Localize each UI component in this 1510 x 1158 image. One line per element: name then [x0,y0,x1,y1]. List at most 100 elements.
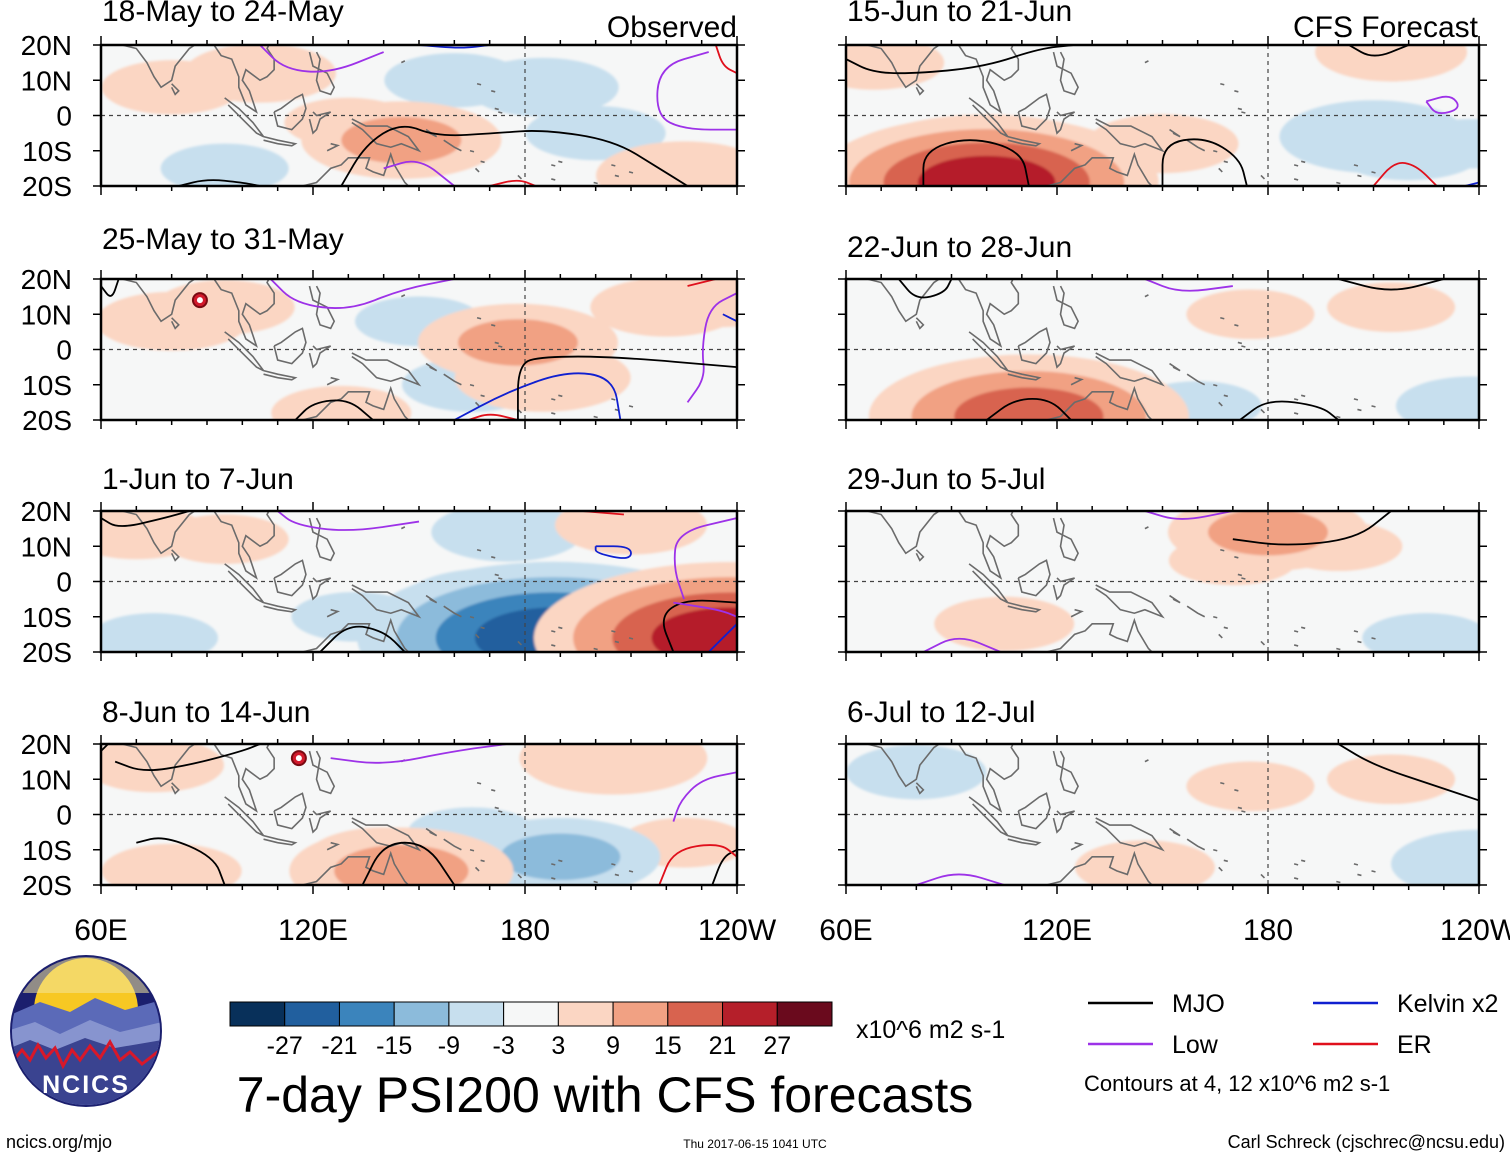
coastline [1007,601,1042,613]
coastline [1017,327,1051,365]
coastline [474,633,480,639]
island [551,877,556,880]
contour-low [686,292,737,403]
island [1371,171,1376,174]
coastline [299,151,410,186]
legend-label: ER [1397,1031,1432,1059]
coastline [1017,792,1051,830]
coastline [443,605,462,618]
coastline [308,51,336,96]
coastline [1043,850,1154,885]
island [476,82,482,86]
coastline [915,317,925,330]
contour-low [383,160,455,186]
island [551,863,556,866]
colorbar-swatch [776,1001,833,1027]
anomaly-region [1362,613,1479,652]
coastline [1052,51,1079,96]
island [1213,615,1218,619]
coastline [1017,559,1051,597]
coastline [1186,605,1206,618]
colorbar-swatch [503,1001,559,1027]
coastline [351,584,422,619]
island [1293,412,1299,415]
legend-entry-er: ER [1313,1031,1432,1059]
coastline [1007,369,1042,381]
island [498,577,503,580]
anomaly-region [101,744,224,793]
lat-label: 20N [21,496,72,527]
colorbar-label: -27 [267,1032,303,1060]
contour-mjo [662,599,737,652]
island [498,111,503,114]
island [480,626,485,630]
island [611,164,616,167]
coastline [213,279,275,348]
lat-label: 20S [22,171,72,202]
contour-mjo [114,744,261,771]
island [1357,408,1362,412]
panel-period-title: 15-Jun to 21-Jun [847,0,1072,28]
coastline [474,167,480,173]
coastline [308,810,332,834]
island [1220,82,1225,86]
island [1353,630,1359,633]
footer-timestamp: Thu 2017-06-15 1041 UTC [683,1137,827,1151]
island [1293,630,1299,633]
anomaly-region [271,385,412,420]
coastline [326,608,341,618]
coastline [170,549,180,562]
coastline [1057,730,1064,737]
island [1234,556,1239,559]
cyclone-marker [290,750,307,767]
island [1353,398,1359,401]
logo-text: NCICS [42,1071,130,1099]
lat-label: 10S [22,602,72,633]
contour-er [1372,161,1438,186]
lon-label: 120W [698,914,777,947]
island [628,405,634,408]
island [491,789,496,792]
island [1241,810,1246,813]
coastline [313,497,320,504]
lat-label: 10N [21,65,72,96]
island [1237,806,1243,810]
island [498,345,503,348]
coastline [1070,608,1084,618]
coastline [351,817,422,852]
coastline [326,142,341,152]
coastline [1169,362,1181,372]
colorbar: -27 -21 -15 -9 -3 3 9 15 21 27 [229,1001,833,1060]
island [628,870,634,873]
island [480,394,485,398]
forecast-panel: 6-Jul to 12-Jul [838,696,1487,894]
coastline [443,139,462,152]
colorbar-label: -9 [438,1032,460,1060]
anomaly-region [466,57,619,117]
anomaly-region [954,387,1104,420]
contour-mjo [986,397,1072,420]
contour-mjo [846,45,1075,75]
contour-low [330,744,508,764]
coastline [1218,167,1223,173]
coastline [425,827,438,837]
coastline [1007,834,1042,846]
lat-label: 20N [21,30,72,61]
island [1223,160,1228,164]
lat-label: 20S [22,637,72,668]
island [491,90,496,93]
colorbar-units: x10^6 m2 s-1 [856,1016,1005,1044]
coastline [299,850,410,885]
island [1223,626,1228,630]
coastline [400,294,406,298]
lat-label: 20S [22,870,72,901]
forecast-panel: 15-Jun to 21-Jun [838,0,1487,195]
coastline [1052,810,1076,834]
island [628,171,634,174]
contour-mjo [1337,744,1479,802]
legend-label: MJO [1172,990,1225,1018]
coastline [1144,526,1149,530]
panel-period-title: 25-May to 31-May [102,223,344,256]
coastline [326,376,341,386]
colorbar-swatch [612,1001,669,1027]
